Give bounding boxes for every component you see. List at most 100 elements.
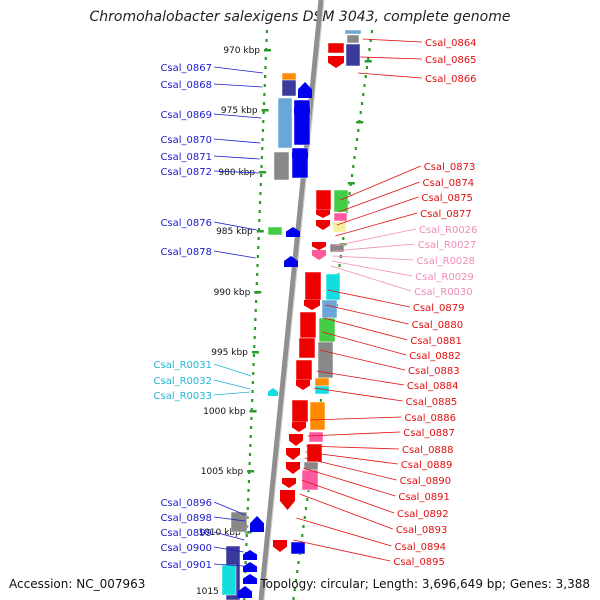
gene-block [344, 29, 362, 35]
leader-line-left [213, 501, 246, 516]
gene-arrow-reverse [286, 462, 300, 474]
leader-line-right [331, 260, 413, 277]
leader-line-right [338, 181, 420, 213]
scale-tick [249, 410, 257, 413]
gene-label-right: Csal_0893 [396, 525, 448, 536]
gene-block [277, 97, 293, 149]
leader-line-right [325, 304, 409, 325]
leader-line-right [332, 255, 414, 261]
gene-label-left: Csal_0869 [160, 110, 212, 121]
scale-tick [251, 351, 259, 354]
gene-label-right: Csal_0880 [412, 320, 464, 331]
scale-label: 995 kbp [211, 348, 248, 358]
gene-arrow-forward [294, 102, 310, 114]
gene-label-right: Csal_R0029 [415, 272, 474, 283]
right-dotted-rail-dot [367, 57, 370, 60]
leader-line-left [213, 516, 246, 522]
right-dotted-rail-dot [368, 48, 371, 51]
leader-line-left [213, 379, 251, 390]
scale-label: 1015 kbp [196, 587, 239, 597]
leader-line-right [321, 331, 407, 356]
gene-block [325, 273, 341, 301]
left-dotted-rail-dot [264, 66, 267, 69]
right-gene-labels: Csal_0864 Csal_0865 Csal_0866 Csal_0873 Csal… [293, 38, 477, 568]
gene-block [291, 399, 309, 423]
genome-backbone-highlight [263, 0, 325, 600]
gene-label-right: Csal_0875 [421, 193, 473, 204]
gene-arrow-forward [268, 388, 278, 396]
left-dotted-rail-dot [258, 201, 262, 204]
leader-line-right [336, 196, 419, 226]
gene-label-left: Csal_R0032 [154, 376, 213, 387]
gene-arrow-forward [284, 256, 298, 267]
gene-label-left: Csal_0878 [160, 247, 212, 258]
leader-line-left [213, 66, 264, 74]
leader-line-right [305, 451, 398, 465]
left-dotted-rail-dot [246, 507, 249, 510]
left-dotted-rail-dot [248, 453, 252, 456]
right-dotted-rail-dot [362, 93, 365, 96]
left-dotted-rail-dot [251, 399, 254, 402]
right-dotted-rail-dot [354, 147, 357, 150]
scale-tick [254, 291, 262, 294]
right-dotted-rail-dot [355, 138, 359, 141]
gene-arrow-reverse [280, 490, 295, 510]
gene-label-right: Csal_0890 [400, 476, 452, 487]
gene-arrow-reverse [273, 540, 287, 552]
right-dotted-rail-dot [359, 111, 362, 114]
left-dotted-rail-dot [247, 480, 250, 483]
gene-label-left: Csal_R0033 [154, 391, 213, 402]
right-dotted-rail-dot [319, 399, 323, 402]
gene-block [329, 243, 345, 253]
left-dotted-rail-dot [256, 264, 259, 267]
right-dotted-rail-dot [292, 597, 295, 600]
right-dotted-rail-dot [365, 66, 369, 69]
left-dotted-rail-dot [251, 381, 254, 384]
gene-arrow-forward [243, 562, 257, 572]
gene-label-right: Csal_0895 [393, 557, 445, 568]
left-dotted-rail-dot [252, 372, 255, 375]
left-dotted-rail-dot [255, 282, 258, 285]
left-dotted-rail-dot [261, 129, 265, 132]
left-gene-labels: Csal_0867 Csal_0868 Csal_0869 Csal_0870 Csal… [154, 63, 264, 571]
left-dotted-rail-dot [263, 93, 266, 96]
left-dotted-rail-dot [248, 462, 251, 465]
gene-arrow-reverse [328, 56, 344, 68]
right-dotted-rail-dot [302, 525, 305, 528]
right-dotted-rail-dot [293, 588, 296, 591]
accession-text: Accession: NC_007963 [9, 577, 146, 591]
gene-block [318, 317, 336, 343]
leader-line-left [213, 83, 263, 88]
gene-label-right: Csal_0864 [425, 38, 477, 49]
right-dotted-rail-dot [369, 39, 372, 42]
leader-line-right [333, 243, 415, 252]
scale-tick [261, 109, 269, 112]
gene-block [314, 377, 330, 387]
gene-block [332, 221, 347, 233]
gene-label-right: Csal_R0028 [417, 256, 476, 267]
left-dotted-rail-dot [260, 165, 263, 168]
leader-line-right [340, 165, 421, 201]
gene-label-right: Csal_0884 [407, 381, 459, 392]
left-dotted-rail-dot [257, 237, 260, 240]
leader-line-left [213, 113, 262, 119]
gene-block [221, 564, 237, 596]
gene-block [281, 72, 297, 81]
right-dotted-rail-dot [348, 192, 351, 195]
leader-line-right [357, 72, 423, 79]
scale-label: 980 kbp [218, 168, 255, 178]
leader-line-left [213, 250, 256, 259]
gene-arrow-forward [250, 516, 264, 532]
leader-line-left [213, 155, 260, 160]
leader-line-left [213, 138, 261, 144]
right-dotted-rail-dot [360, 102, 364, 105]
gene-label-left: Csal_0870 [160, 135, 212, 146]
gene-label-left: Csal_0868 [160, 80, 212, 91]
gene-arrow-reverse [312, 242, 326, 250]
gene-label-right: Csal_0881 [410, 336, 462, 347]
right-dotted-rail-dot [307, 489, 310, 492]
left-dotted-rail-dot [256, 255, 259, 258]
gene-label-right: Csal_R0030 [414, 287, 473, 298]
scale-label: 975 kbp [221, 106, 258, 116]
gene-label-right: Csal_0891 [398, 492, 450, 503]
